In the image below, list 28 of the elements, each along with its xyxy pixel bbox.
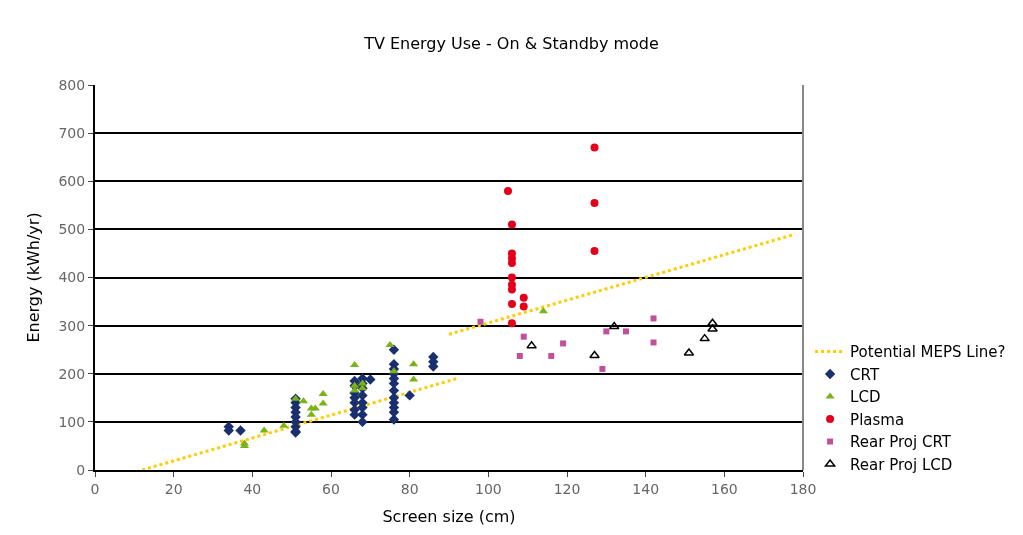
legend-label: Plasma: [850, 410, 905, 429]
y-tick-label: 700: [58, 125, 86, 142]
y-tick-label: 400: [58, 269, 86, 286]
legend-label: Rear Proj LCD: [850, 455, 953, 474]
y-tick-label: 300: [58, 317, 86, 334]
x-tick-label: 40: [243, 480, 262, 497]
x-tick-label: 160: [710, 480, 738, 497]
x-tick-label: 0: [90, 480, 100, 497]
y-tick-label: 100: [58, 413, 86, 430]
y-axis-title: Energy (kWh/yr): [23, 212, 43, 343]
x-tick-label: 180: [789, 480, 817, 497]
y-tick-label: 800: [58, 76, 86, 93]
y-tick-label: 500: [58, 221, 86, 238]
legend-label: CRT: [850, 365, 880, 384]
x-tick-label: 100: [474, 480, 502, 497]
x-axis-title: Screen size (cm): [382, 507, 516, 526]
x-tick-label: 140: [632, 480, 660, 497]
x-tick-label: 80: [400, 480, 419, 497]
x-tick-label: 60: [322, 480, 340, 497]
x-tick-label: 20: [164, 480, 183, 497]
legend-label: Potential MEPS Line?: [850, 343, 1006, 362]
y-tick-label: 200: [58, 365, 86, 382]
y-tick-label: 600: [58, 173, 86, 190]
chart-title: TV Energy Use - On & Standby mode: [363, 33, 659, 53]
y-tick-label: 0: [76, 461, 86, 478]
x-tick-label: 120: [553, 480, 581, 497]
legend-label: LCD: [850, 388, 881, 407]
legend-label: Rear Proj CRT: [850, 433, 952, 452]
